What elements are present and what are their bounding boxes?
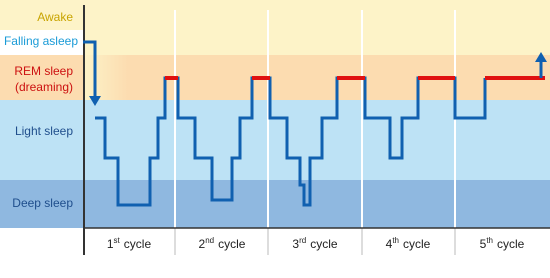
rem-band (0, 55, 550, 100)
falling-label: Falling asleep (4, 34, 78, 48)
cycle-label: cycle (310, 237, 338, 251)
deep-label: Deep sleep (12, 196, 73, 210)
cycle-label: 1st cycle (107, 236, 152, 251)
cycle-num: 5 (480, 237, 487, 251)
cycle-labels: 1st cycle 2nd cycle 3rd cycle 4th cycle 5th cycle (107, 236, 525, 251)
cycle-label: cycle (218, 237, 246, 251)
axis-ticks (174, 228, 456, 255)
falling-arrow (89, 96, 101, 106)
rem-label: REM sleep (14, 64, 73, 78)
rem-label: (dreaming) (15, 80, 73, 94)
light-label: Light sleep (15, 124, 73, 138)
cycle-num: 4 (386, 237, 393, 251)
cycle-label: 2nd cycle (199, 236, 246, 251)
light-band (0, 100, 550, 180)
awake-label: Awake (37, 10, 73, 24)
cycle-sup: rd (299, 236, 306, 245)
cycle-sup: st (114, 236, 121, 245)
cycle-sup: th (486, 236, 493, 245)
cycle-label: 3rd cycle (292, 236, 337, 251)
sleep-line (95, 76, 487, 207)
cycle-label: cycle (403, 237, 431, 251)
falling-label-bg (0, 30, 83, 55)
cycle-num: 3 (292, 237, 299, 251)
cycle-label: 4th cycle (386, 236, 431, 251)
cycle-num: 2 (199, 237, 206, 251)
falling-band (83, 55, 128, 100)
cycle-sup: th (392, 236, 399, 245)
awake-band (0, 0, 550, 55)
wake-arrow (535, 52, 547, 62)
cycle-num: 1 (107, 237, 114, 251)
cycle-sup: nd (205, 236, 214, 245)
cycle-label: cycle (124, 237, 152, 251)
deep-band (0, 180, 550, 228)
falling-line (83, 40, 97, 100)
axis-area (0, 228, 550, 278)
cycle-label: cycle (497, 237, 525, 251)
cycle-label: 5th cycle (480, 236, 525, 251)
